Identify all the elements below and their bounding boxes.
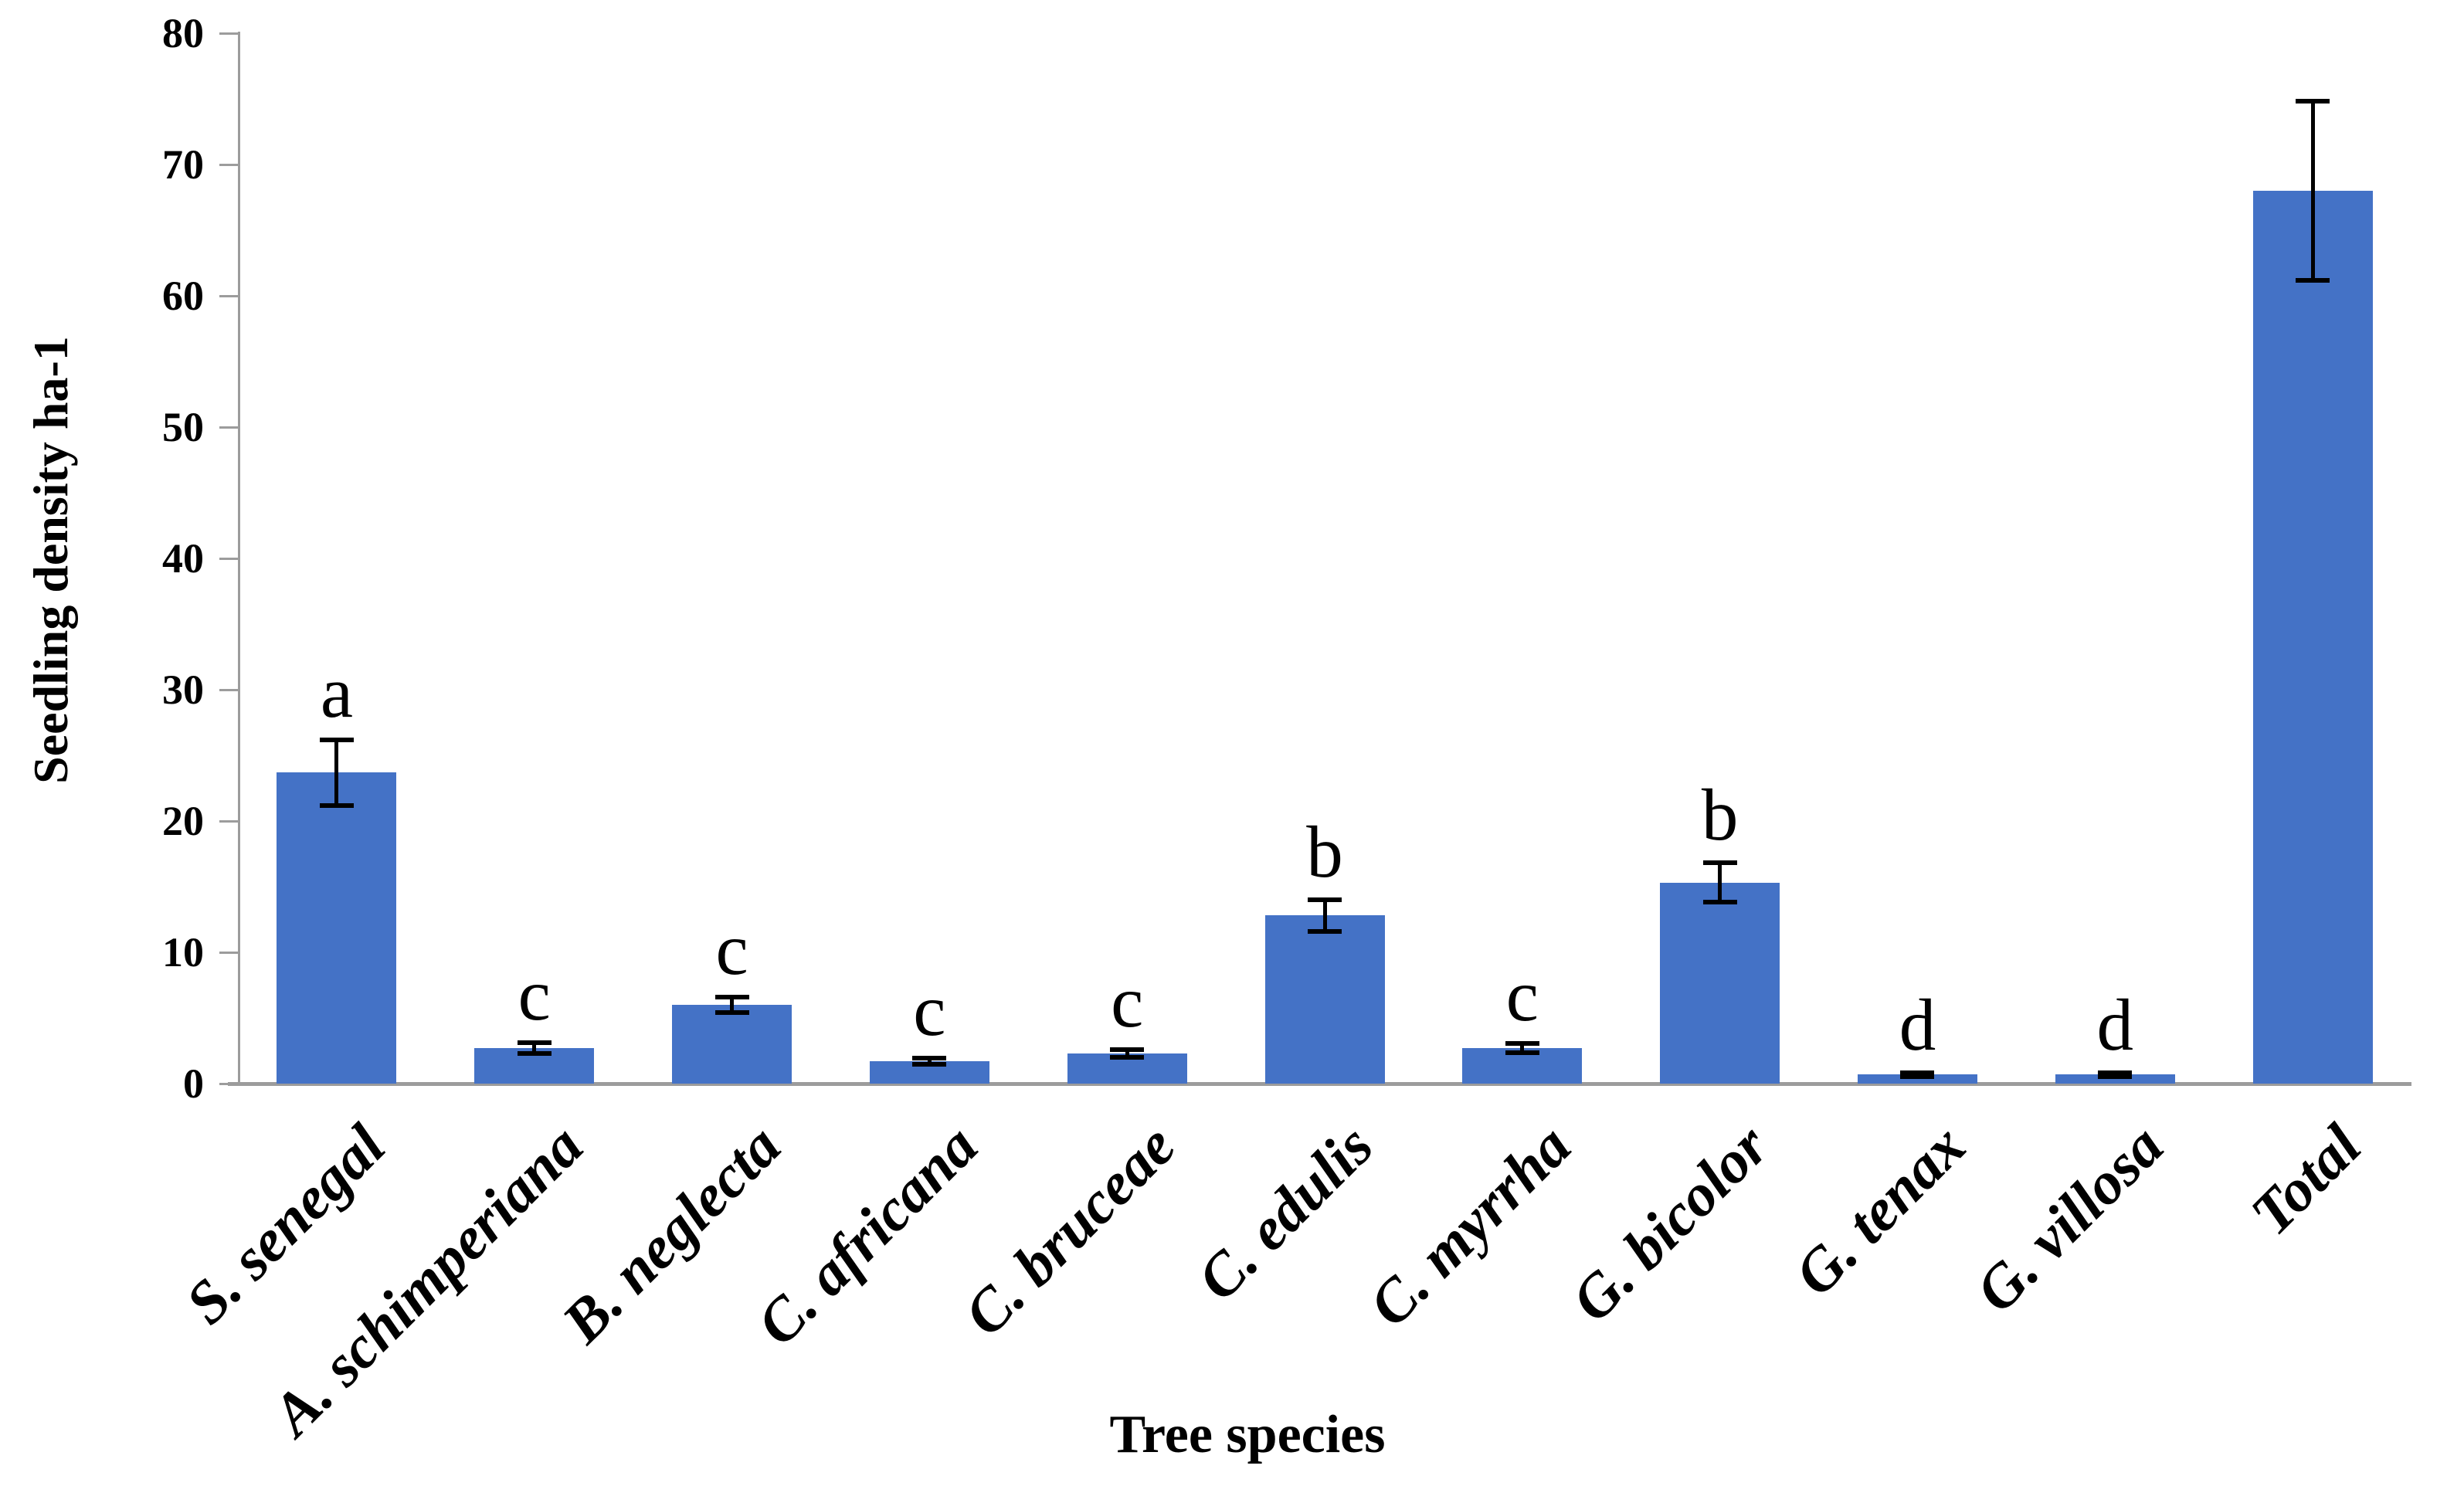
y-tick-label: 10 <box>162 929 204 975</box>
error-bar-cap-top <box>1900 1070 1935 1075</box>
error-bar-line <box>1520 1043 1525 1053</box>
bar-g-bicolor <box>1660 882 1780 1084</box>
y-tick-label: 50 <box>162 404 204 450</box>
significance-letter: b <box>1701 774 1739 857</box>
x-category-label: S. senegal <box>172 1111 398 1337</box>
y-tick-mark <box>219 163 238 166</box>
error-bar-cap-top <box>912 1055 947 1060</box>
bar-b-neglecta <box>672 1005 792 1084</box>
y-axis-title: Seedling density ha-1 <box>23 336 78 784</box>
y-tick-label: 70 <box>162 141 204 188</box>
significance-letter: a <box>320 650 353 733</box>
error-bar-cap-top <box>1505 1041 1539 1047</box>
y-tick-label: 40 <box>162 535 204 582</box>
y-tick-label: 30 <box>162 667 204 713</box>
significance-letter: d <box>2096 983 2134 1066</box>
y-axis-line <box>238 32 240 1085</box>
error-bar-cap-top <box>2296 99 2330 104</box>
error-bar-line <box>532 1043 537 1053</box>
y-tick-mark <box>219 426 238 429</box>
error-bar-cap-bottom <box>2296 277 2330 283</box>
y-tick-mark <box>219 294 238 297</box>
error-bar-line <box>334 739 339 806</box>
error-bar-line <box>927 1057 932 1065</box>
error-bar-line <box>730 996 735 1013</box>
y-tick-mark <box>219 688 238 691</box>
error-bar-cap-bottom <box>1308 928 1342 934</box>
significance-letter: c <box>518 954 551 1036</box>
error-bar-cap-bottom <box>1702 900 1737 905</box>
error-bar-line <box>1322 900 1327 931</box>
bar-g-tenax <box>1857 1074 1977 1084</box>
y-tick-mark <box>219 819 238 823</box>
error-bar-cap-top <box>2098 1070 2133 1075</box>
error-bar-cap-bottom <box>517 1050 552 1056</box>
error-bar-cap-top <box>319 737 354 742</box>
error-bar-line <box>1718 863 1722 903</box>
error-bar-line <box>1125 1049 1129 1057</box>
y-tick-label: 20 <box>162 798 204 844</box>
error-bar-cap-bottom <box>319 802 354 808</box>
y-tick-mark <box>219 557 238 560</box>
error-bar-cap-bottom <box>1110 1055 1145 1060</box>
significance-letter: c <box>1111 960 1144 1043</box>
bar-g-villosa <box>2055 1074 2175 1084</box>
error-bar-cap-top <box>1702 860 1737 866</box>
significance-letter: c <box>913 969 946 1051</box>
significance-letter: d <box>1899 983 1936 1066</box>
significance-letter: b <box>1306 811 1343 893</box>
bar-c-edulis <box>1264 915 1385 1084</box>
error-bar-cap-bottom <box>2098 1074 2133 1079</box>
y-tick-mark <box>219 1082 238 1085</box>
error-bar-cap-top <box>517 1040 552 1046</box>
y-tick-label: 80 <box>162 10 204 56</box>
error-bar-cap-top <box>1308 897 1342 902</box>
y-tick-mark <box>219 951 238 954</box>
significance-letter: c <box>1505 955 1539 1037</box>
bar-s-senegal <box>277 772 397 1084</box>
error-bar-cap-bottom <box>714 1010 749 1016</box>
x-axis-title: Tree species <box>1109 1405 1386 1464</box>
error-bar-cap-top <box>714 994 749 999</box>
error-bar-cap-bottom <box>1505 1050 1539 1056</box>
y-tick-label: 60 <box>162 273 204 319</box>
bar-total <box>2252 191 2373 1084</box>
error-bar-cap-bottom <box>912 1062 947 1067</box>
error-bar-cap-top <box>1110 1047 1145 1052</box>
significance-letter: c <box>715 908 748 990</box>
error-bar-line <box>2310 101 2315 280</box>
y-tick-label: 0 <box>183 1060 204 1107</box>
error-bar-cap-bottom <box>1900 1074 1935 1079</box>
y-tick-mark <box>219 32 238 35</box>
x-axis-line <box>228 1082 2411 1086</box>
